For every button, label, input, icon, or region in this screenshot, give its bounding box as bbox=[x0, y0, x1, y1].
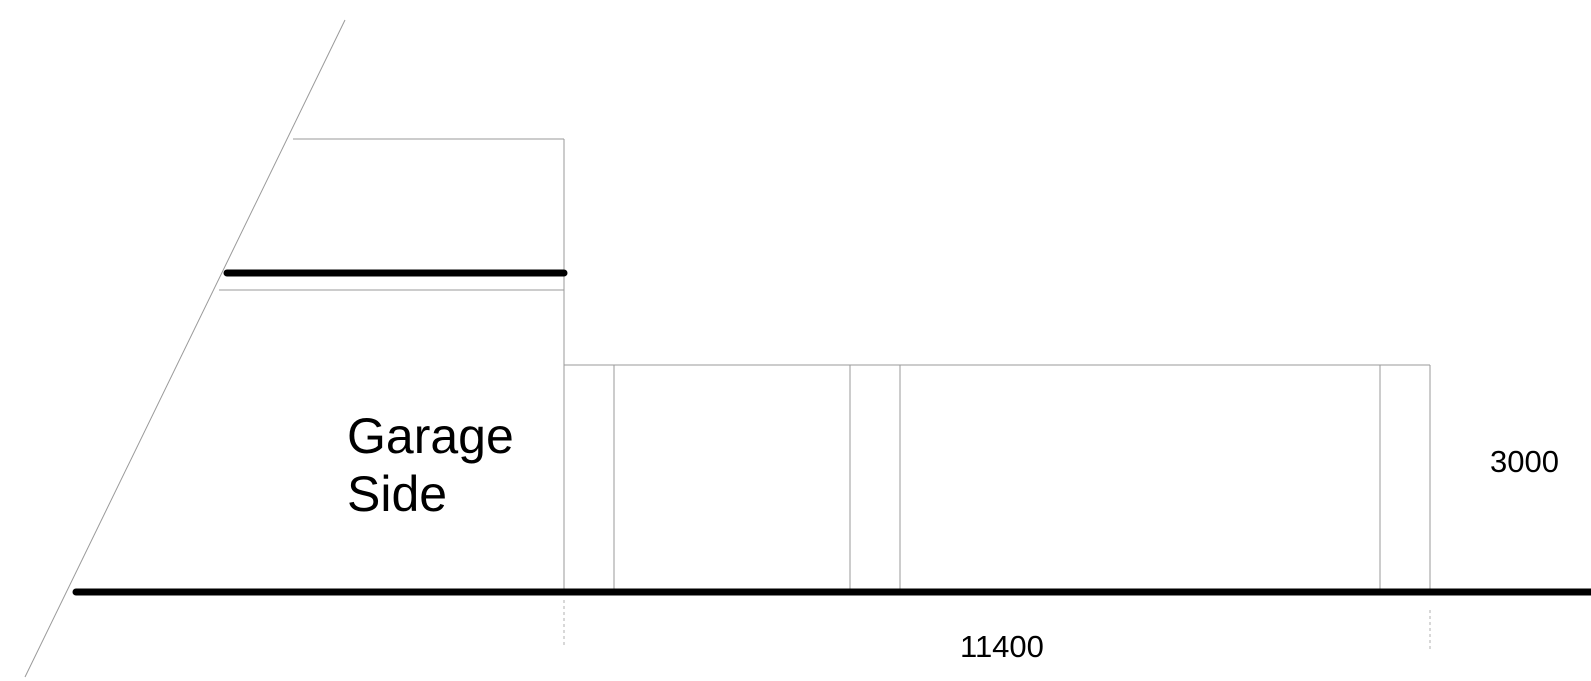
height-dimension-label: 3000 bbox=[1490, 444, 1559, 479]
length-dimension-label: 11400 bbox=[960, 629, 1044, 664]
garage-label-line2: Side bbox=[347, 466, 447, 522]
slanted-boundary-line bbox=[24, 19, 346, 678]
garage-label-line1: Garage bbox=[347, 408, 514, 464]
